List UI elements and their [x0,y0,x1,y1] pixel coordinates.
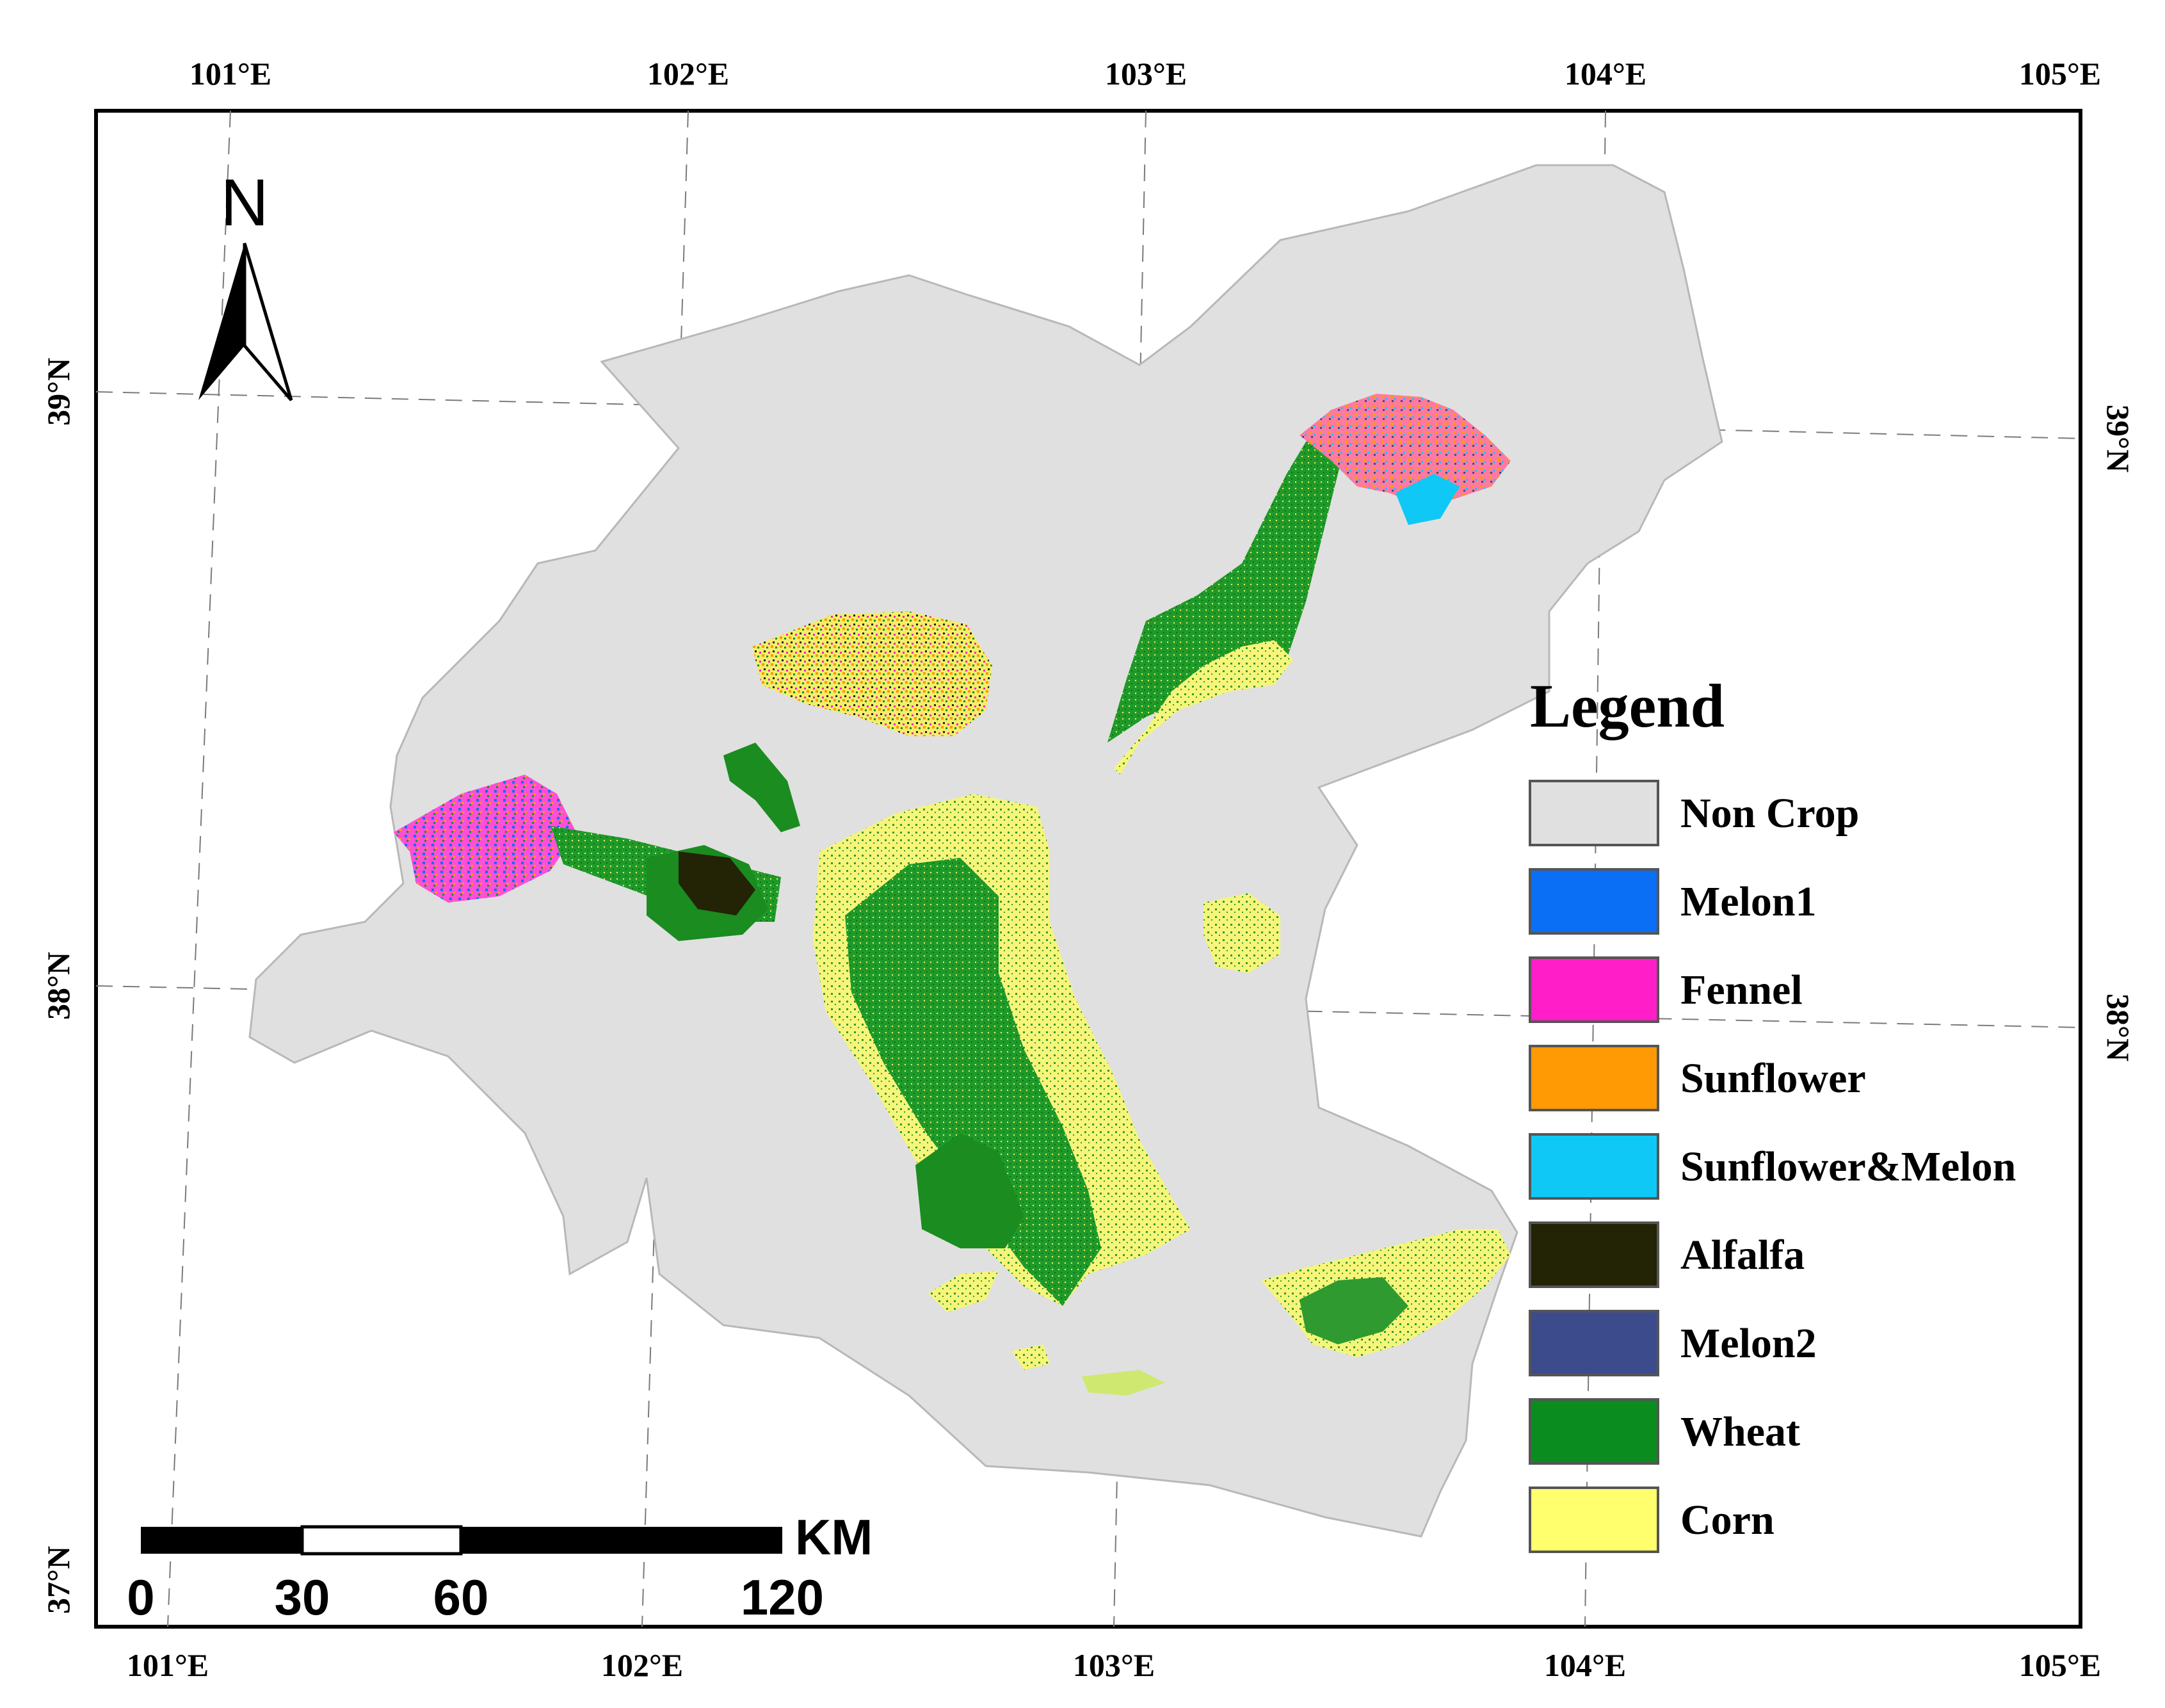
scale-bar-tick-120: 120 [741,1569,824,1625]
crop-patch-south-small-2 [1011,1344,1050,1370]
crop-patch-southeast-wheat [1300,1277,1408,1344]
legend-label-melon2: Melon2 [1680,1320,1817,1367]
legend-label-fennel: Fennel [1680,967,1803,1013]
legend-swatch-corn [1529,1486,1659,1553]
north-arrow-label: N [220,166,268,240]
crop-patch-ne-fennel [1300,394,1511,506]
crop-patch-central-wheat [845,858,1101,1306]
crop-patch-east-small [1203,893,1280,973]
crop-patch-west-fennel [394,775,576,903]
legend-label-sunflower-melon: Sunflower&Melon [1680,1143,2016,1190]
legend-label-corn: Corn [1680,1497,1775,1543]
top-lon-label-5: 105°E [2019,56,2101,92]
crop-patch-ne-corridor [1107,423,1344,743]
scale-bar-tick-60: 60 [433,1569,489,1625]
crop-patch-south-wheat [915,1133,1024,1248]
legend: Legend Non Crop Melon1 Fennel Sunflower Sunf… [1529,672,2016,1553]
legend-swatch-wheat [1529,1398,1659,1465]
legend-label-sunflower: Sunflower [1680,1055,1866,1102]
legend-label-non-crop: Non Crop [1680,790,1859,837]
legend-swatch-sunflower [1529,1045,1659,1111]
top-lon-label-1: 101°E [189,56,271,92]
crop-patch-ne-cyan [1396,474,1460,525]
legend-title: Legend [1530,672,1725,740]
crop-patch-south-small [928,1271,999,1312]
north-arrow-right-half [243,243,293,401]
top-lon-label-3: 103°E [1105,56,1187,92]
right-lat-label-1: 39°N [2100,405,2136,472]
bottom-lon-label-3: 103°E [1073,1647,1155,1683]
legend-label-melon1: Melon1 [1680,878,1817,925]
north-arrow: N [198,166,293,401]
legend-swatch-melon2 [1529,1310,1659,1376]
legend-swatch-alfalfa [1529,1221,1659,1288]
left-lat-label-3: 37°N [40,1546,76,1614]
crop-patch-ne-branch [1114,640,1293,775]
legend-label-wheat: Wheat [1680,1408,1800,1455]
scale-bar: KM 0 30 60 120 [127,1509,873,1625]
crop-patch-north-mixed [752,611,992,736]
top-lon-label-4: 104°E [1565,56,1646,92]
bottom-lon-label-2: 102°E [601,1647,683,1683]
scale-bar-segment-3 [461,1527,782,1554]
scale-bar-tick-30: 30 [275,1569,330,1625]
right-lat-label-2: 38°N [2100,994,2136,1061]
scale-bar-unit: KM [795,1509,873,1565]
legend-swatch-melon1 [1529,868,1659,935]
scale-bar-segment-1 [141,1527,302,1554]
crop-patch-link [723,743,800,832]
crop-patch-south-small-3 [1082,1370,1165,1396]
legend-swatch-sunflower-melon [1529,1133,1659,1200]
crop-patch-alfalfa-dark [679,851,755,915]
legend-items: Non Crop Melon1 Fennel Sunflower Sunflower&M… [1529,780,2016,1553]
scale-bar-tick-0: 0 [127,1569,154,1625]
north-arrow-left-half [198,243,245,400]
legend-label-alfalfa: Alfalfa [1680,1232,1805,1278]
scale-bar-segment-2 [300,1525,463,1556]
legend-swatch-non-crop [1529,780,1659,846]
crop-patches [394,394,1511,1396]
top-lon-label-2: 102°E [647,56,729,92]
legend-swatch-fennel [1529,956,1659,1023]
bottom-lon-label-4: 104°E [1544,1647,1626,1683]
bottom-lon-label-1: 101°E [127,1647,209,1683]
left-lat-label-1: 39°N [40,358,76,426]
left-lat-label-2: 38°N [40,952,76,1020]
bottom-lon-label-5: 105°E [2019,1647,2101,1683]
